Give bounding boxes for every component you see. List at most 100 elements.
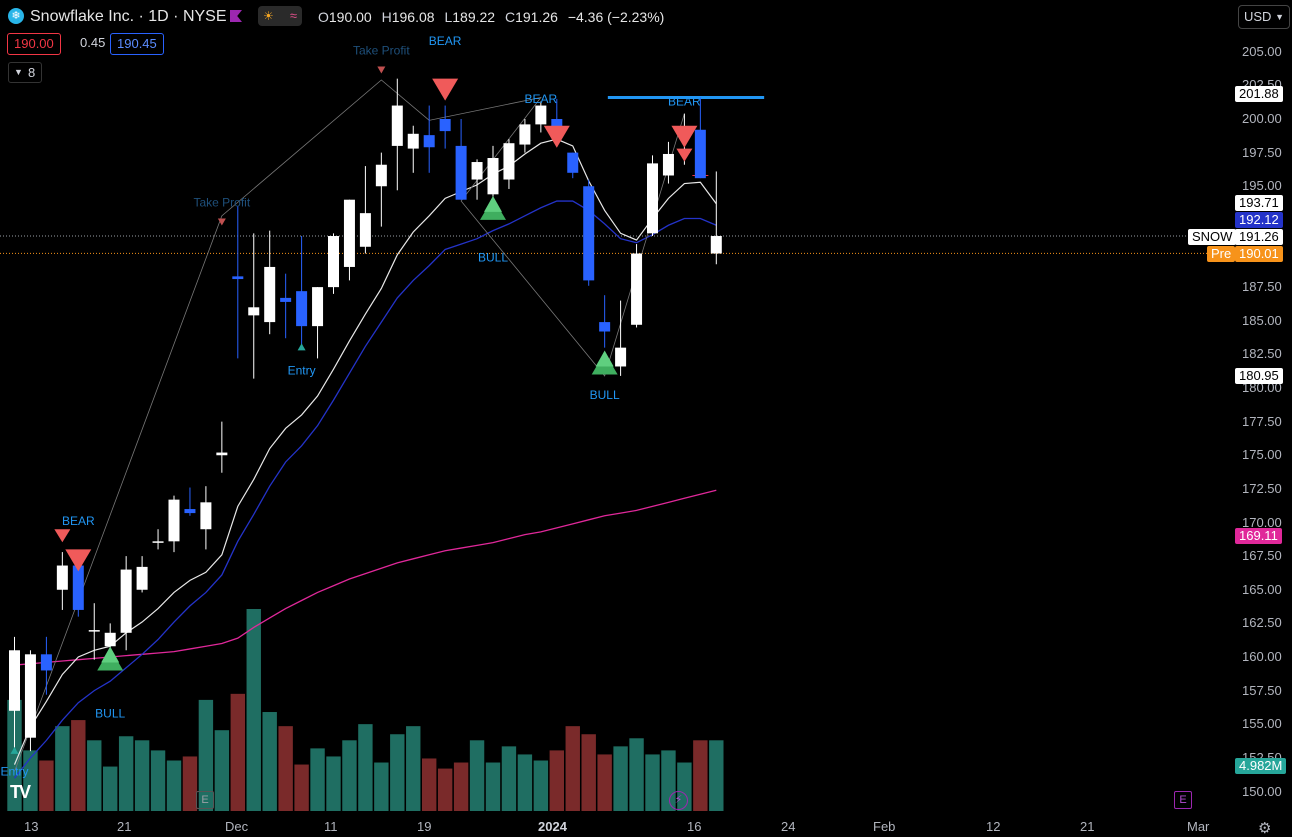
volume-bar [7, 699, 22, 811]
x-tick-label: Dec [225, 819, 249, 834]
candle-body [296, 291, 308, 327]
indicators-toggle[interactable]: ▼ 8 [8, 62, 42, 83]
volume-bar [150, 750, 166, 811]
zigzag-line [14, 79, 685, 772]
sma-long-line [14, 489, 717, 666]
candle-body [615, 347, 627, 367]
candle-body [694, 129, 706, 179]
volume-bar [198, 699, 214, 811]
close-value: 191.26 [515, 9, 558, 25]
y-tick-label: 165.00 [1242, 581, 1282, 597]
volume-bar [693, 740, 708, 811]
swing-low-price-label: 180.95 [1235, 368, 1283, 384]
x-tick-label: 13 [24, 819, 39, 834]
volume-bar [613, 746, 628, 811]
candle-body [216, 452, 228, 456]
premarket-price-label: 190.01 [1235, 246, 1283, 262]
signal-labels: BEAR BULL BEAR BEAR BEAR BULL BULL Take Profit T… [0, 34, 701, 778]
resistance-price-label: 201.88 [1235, 86, 1283, 102]
wave-icon: ≈ [289, 8, 297, 23]
candle-body [40, 654, 52, 671]
y-tick-label: 182.50 [1242, 346, 1282, 362]
last-price-label: 191.26 [1235, 229, 1283, 245]
volume-bar [182, 756, 198, 811]
signal-text: BULL [478, 251, 508, 265]
bear-signal-icon [671, 125, 698, 148]
y-tick-label: 177.50 [1242, 413, 1282, 429]
signal-text: BEAR [429, 34, 462, 48]
tradingview-logo-icon[interactable]: TV [10, 782, 31, 802]
signal-text: Take Profit [353, 43, 410, 57]
candle-body [152, 541, 164, 543]
buy-price-button[interactable]: 190.45 [110, 33, 164, 55]
y-tick-label: 157.50 [1242, 682, 1282, 698]
take-profit-marker-icon [377, 66, 386, 74]
volume-bar [437, 768, 453, 811]
candle-body [535, 105, 547, 125]
open-label: O [318, 9, 329, 25]
price-chart[interactable]: BEAR BULL BEAR BEAR BEAR BULL BULL Take Profit T… [0, 0, 1232, 837]
candle-body [375, 164, 387, 187]
settings-gear-icon[interactable]: ⚙ [1258, 820, 1272, 837]
earnings-icon[interactable]: E [196, 791, 214, 809]
symbol-title[interactable]: Snowflake Inc. · 1D · NYSE [30, 8, 227, 25]
y-tick-label: 155.00 [1242, 716, 1282, 732]
candle-body [471, 162, 483, 180]
signal-text: BEAR [668, 95, 701, 109]
bear-signal-icon [54, 529, 71, 543]
candle-body [56, 565, 68, 590]
y-tick-label: 200.00 [1242, 111, 1282, 126]
y-tick-label: 185.00 [1242, 312, 1282, 328]
volume-bar [87, 740, 102, 811]
volume-bar [134, 740, 150, 811]
flag-icon[interactable] [230, 10, 242, 22]
lightning-icon[interactable]: ⚡ [669, 791, 688, 810]
volume-bar [294, 764, 309, 811]
earnings-icon[interactable]: E [1174, 791, 1192, 809]
volume-bar [214, 730, 230, 811]
x-tick-label: 24 [781, 819, 796, 834]
y-tick-label: 195.00 [1242, 178, 1282, 194]
y-tick-label: 175.00 [1242, 447, 1282, 463]
volume-bar [709, 740, 724, 811]
volume-bar [581, 734, 596, 811]
candle-body [407, 133, 419, 149]
y-tick-label: 162.50 [1242, 615, 1282, 631]
volume-label: 4.982M [1235, 758, 1287, 774]
take-profit-marker-icon [217, 218, 226, 226]
ohlc-readout: O190.00 H196.08 L189.22 C191.26 −4.36 (−… [318, 9, 670, 25]
volume-bar [358, 724, 373, 811]
candle-body [631, 253, 643, 325]
time-axis[interactable]: 13 21 Dec 11 19 2024 16 24 Feb 12 21 Mar [0, 816, 1232, 837]
candle-body [184, 509, 196, 514]
signal-text: BULL [590, 388, 620, 402]
change-value: −4.36 (−2.23%) [567, 9, 665, 25]
volume-bar [118, 736, 134, 811]
volume-bar [230, 693, 245, 811]
volume-bar [310, 748, 325, 811]
price-axis[interactable] [1232, 0, 1292, 837]
open-value: 190.00 [328, 9, 372, 25]
bear-signal-icon [676, 148, 693, 162]
high-label: H [381, 9, 392, 25]
volume-bar [374, 762, 389, 811]
bull-signal-icon [595, 350, 614, 367]
candle-body [391, 105, 403, 146]
currency-select[interactable]: USD ▼ [1238, 5, 1290, 29]
candle-body [24, 654, 36, 738]
volume-bar [406, 726, 421, 811]
candle-body [88, 630, 100, 632]
entry-marker-icon [10, 746, 19, 754]
y-tick-label: 167.50 [1242, 548, 1282, 564]
volume-bar [549, 750, 564, 811]
candlesticks [9, 78, 722, 752]
candle-body [599, 322, 611, 332]
volume-bar [453, 762, 469, 811]
sell-price-button[interactable]: 190.00 [7, 33, 61, 55]
y-tick-label: 172.50 [1242, 480, 1282, 496]
spread-value: 0.45 [80, 35, 106, 50]
candle-body [503, 143, 515, 180]
y-tick-label: 205.00 [1242, 43, 1282, 59]
low-value: 189.22 [452, 9, 496, 25]
session-toggle[interactable]: ☀ ≈ [258, 6, 302, 26]
